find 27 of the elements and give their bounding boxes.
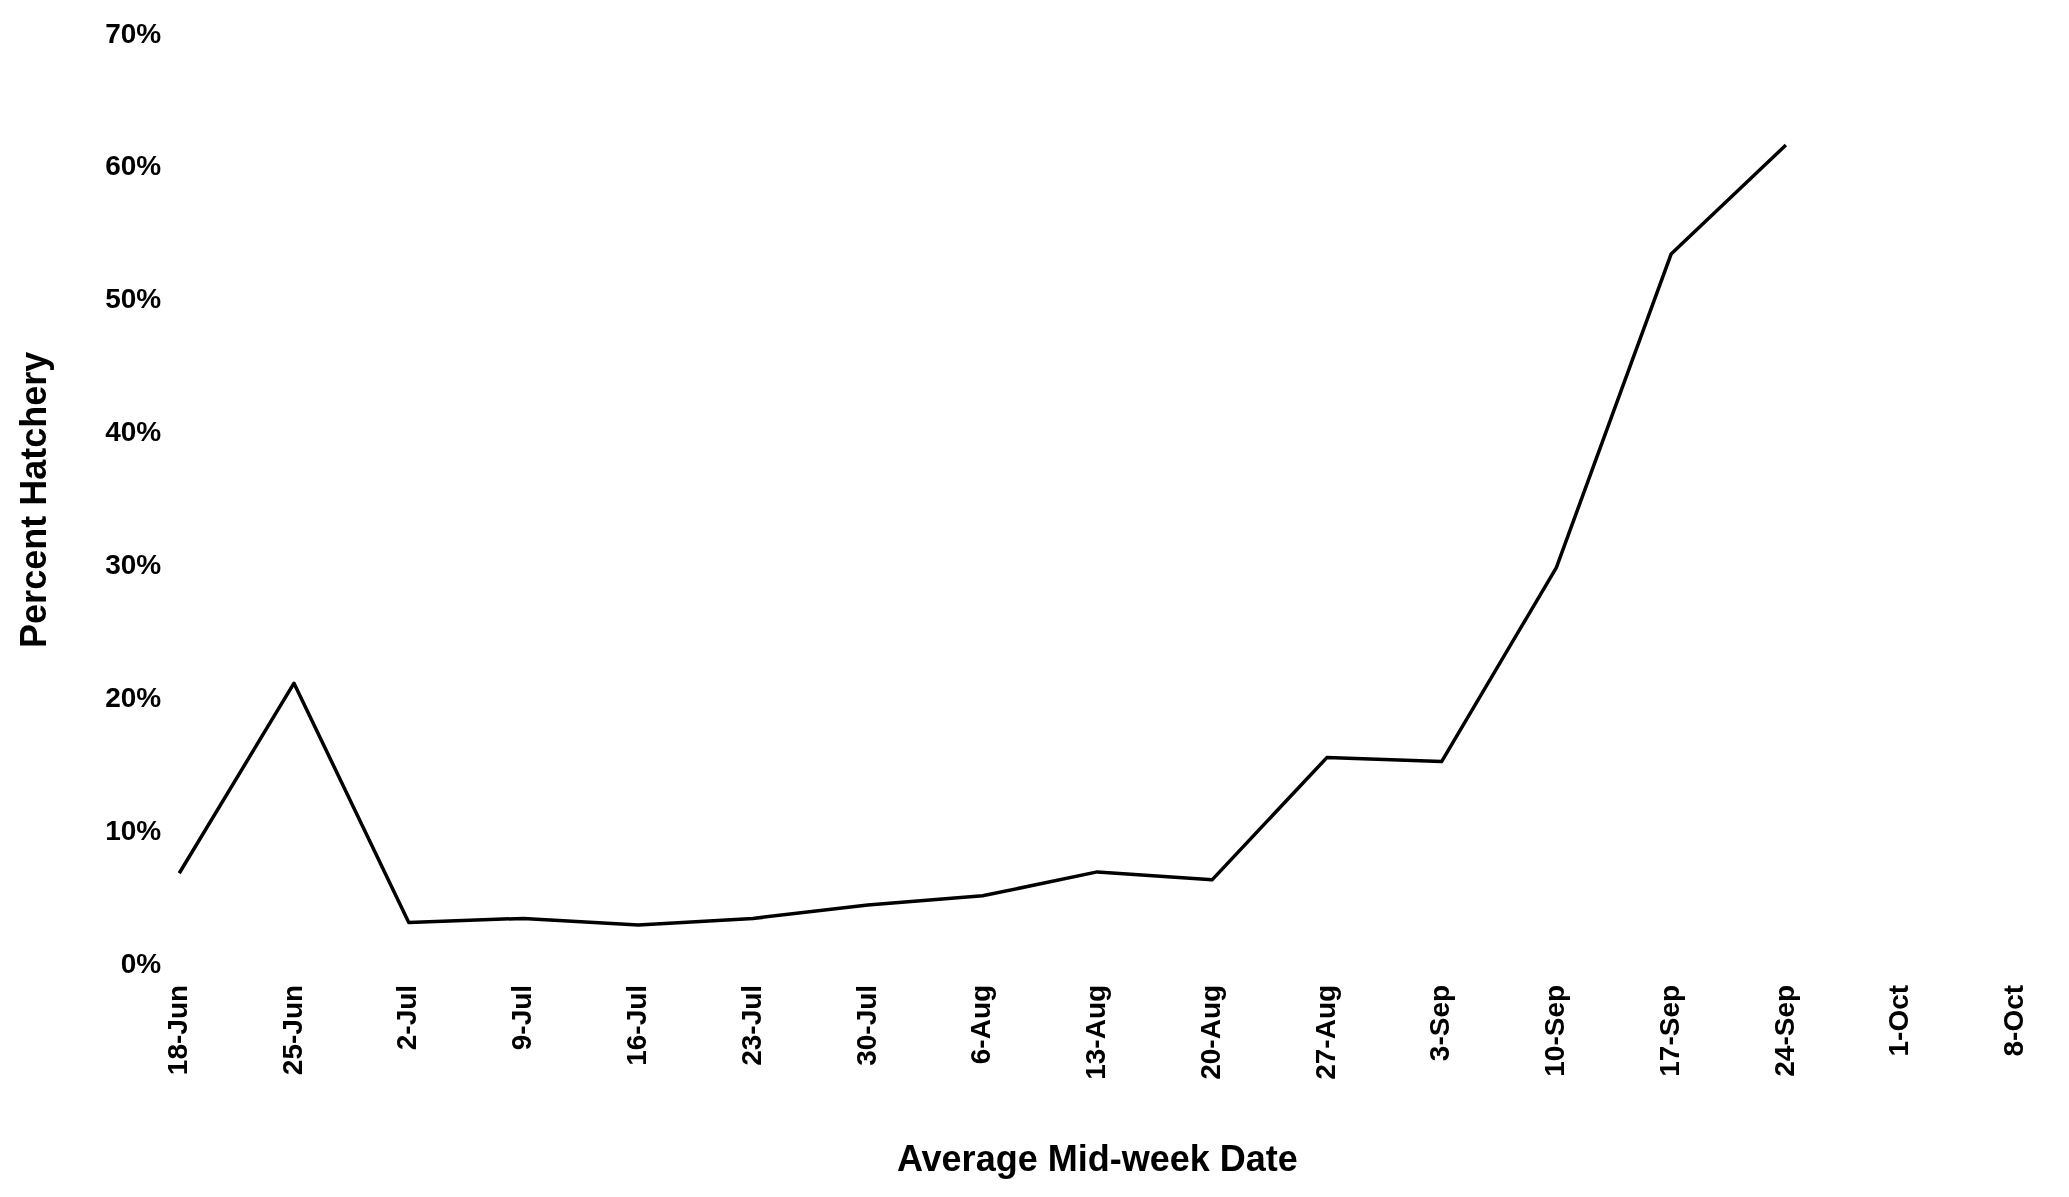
x-tick-label: 9-Jul (506, 984, 538, 1051)
y-tick-label: 40% (105, 416, 162, 448)
x-tick-label: 1-Oct (1883, 984, 1915, 1057)
x-tick-label: 6-Aug (965, 984, 997, 1065)
x-tick-label: 18-Jun (161, 984, 193, 1076)
x-tick-label: 24-Sep (1768, 984, 1800, 1077)
y-tick-label: 50% (105, 283, 162, 315)
x-tick-label: 10-Sep (1539, 984, 1571, 1077)
x-tick-label: 30-Jul (850, 984, 882, 1066)
x-tick-label: 8-Oct (1998, 984, 2030, 1057)
x-tick-label: 17-Sep (1653, 984, 1685, 1077)
y-tick-label: 20% (105, 681, 162, 713)
y-axis-title: Percent Hatchery (12, 351, 54, 648)
x-tick-label: 27-Aug (1309, 984, 1341, 1080)
x-tick-label: 3-Sep (1424, 984, 1456, 1062)
x-tick-label: 23-Jul (735, 984, 767, 1066)
x-tick-label: 16-Jul (621, 984, 652, 1066)
x-tick-label: 2-Jul (391, 984, 423, 1051)
x-tick-label: 13-Aug (1080, 984, 1112, 1080)
x-axis-title: Average Mid-week Date (896, 1138, 1298, 1180)
x-tick-label: 25-Jun (276, 984, 308, 1076)
y-tick-label: 0% (120, 947, 162, 979)
y-tick-label: 10% (105, 814, 162, 846)
x-tick-label: 20-Aug (1194, 984, 1226, 1080)
y-tick-label: 60% (105, 150, 162, 182)
y-tick-label: 70% (105, 17, 162, 49)
y-tick-label: 30% (105, 549, 162, 581)
